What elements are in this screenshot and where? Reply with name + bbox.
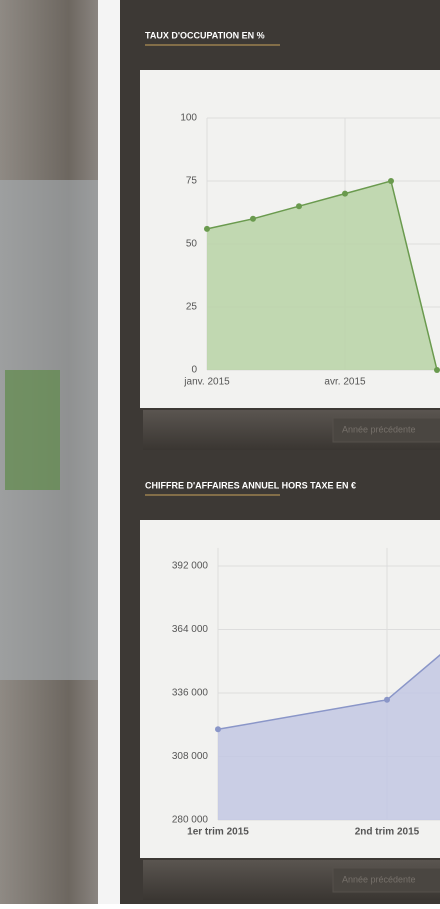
x-tick-label: 1er trim 2015 [187,827,249,838]
screen: TAUX D'OCCUPATION EN % 0 25 50 75 100 janv. 20… [0,0,440,904]
prev-year-button-label[interactable]: Année précédente [342,424,416,434]
margin [98,0,120,904]
y-tick-label: 308 000 [172,751,209,762]
point [434,367,440,373]
point [250,216,256,222]
y-tick-label: 100 [180,113,197,124]
x-tick-label: avr. 2015 [324,377,366,388]
y-tick-label: 280 000 [172,815,209,826]
y-tick-label: 75 [186,176,198,187]
point [296,203,302,209]
y-tick-label: 0 [191,365,197,376]
x-tick-label: janv. 2015 [183,377,230,388]
page: TAUX D'OCCUPATION EN % 0 25 50 75 100 janv. 20… [0,0,440,904]
y-tick-label: 392 000 [172,561,209,572]
point [384,697,390,703]
point [215,726,221,732]
section-title: CHIFFRE D'AFFAIRES ANNUEL HORS TAXE EN € [145,480,356,490]
section-title: TAUX D'OCCUPATION EN % [145,30,265,40]
point [204,226,210,232]
y-tick-label: 25 [186,302,198,313]
prev-year-button-label[interactable]: Année précédente [342,874,416,884]
y-tick-label: 364 000 [172,624,209,635]
background-blur [5,370,60,490]
point [342,191,348,197]
point [388,178,394,184]
y-tick-label: 336 000 [172,688,209,699]
y-tick-label: 50 [186,239,198,250]
x-tick-label: 2nd trim 2015 [355,827,420,838]
